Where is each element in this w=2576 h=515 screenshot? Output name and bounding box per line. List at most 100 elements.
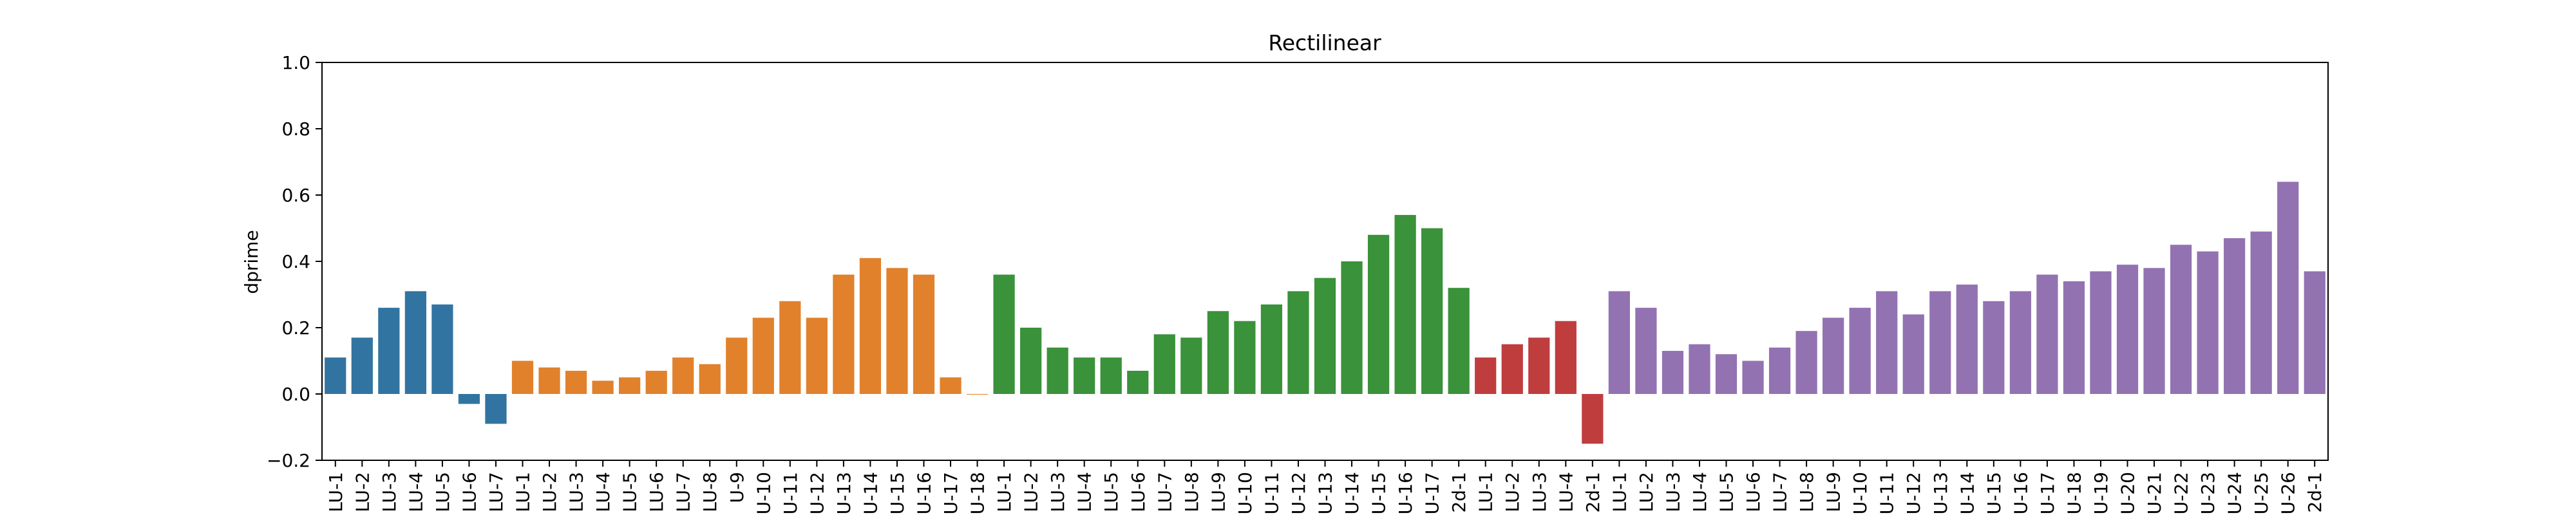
x-tick-label: U-19: [2090, 472, 2112, 514]
x-tick-label: LU-4: [1555, 472, 1577, 512]
x-tick-label: LU-4: [405, 472, 426, 512]
bar: [2250, 231, 2272, 394]
bar: [1742, 360, 1764, 394]
x-tick-label: U-11: [1877, 472, 1898, 514]
bar: [1341, 261, 1363, 394]
x-tick-label: U-15: [1984, 472, 2005, 514]
x-tick-label: U-13: [1930, 472, 1951, 514]
x-tick-label: U-12: [1288, 472, 1309, 514]
bar: [1983, 301, 2005, 394]
bar: [726, 337, 748, 394]
bar: [619, 377, 641, 394]
x-tick-label: U-15: [887, 472, 908, 514]
y-tick-label: −0.2: [267, 450, 310, 471]
x-tick-label: LU-1: [513, 472, 534, 512]
bar: [2170, 245, 2192, 394]
x-tick-label: LU-2: [539, 472, 560, 512]
y-tick-label: 0.4: [281, 251, 310, 272]
x-tick-label: LU-5: [432, 472, 453, 512]
x-tick-label: LU-9: [1208, 472, 1229, 512]
x-tick-label: LU-7: [673, 472, 694, 512]
x-tick-label: LU-2: [1636, 472, 1657, 512]
bar: [1929, 291, 1951, 394]
x-tick-label: U-25: [2251, 472, 2272, 514]
bar: [940, 377, 961, 394]
y-tick-label: 0.6: [281, 185, 310, 206]
x-tick-label: 2d-1: [2304, 472, 2325, 513]
x-tick-label: U-14: [860, 472, 881, 514]
x-tick-label: U-24: [2224, 472, 2246, 514]
bar: [1635, 308, 1657, 394]
x-tick-label: U-13: [1315, 472, 1336, 514]
x-tick-label: U-10: [1850, 472, 1871, 514]
x-tick-label: LU-2: [1502, 472, 1523, 512]
bar: [2063, 281, 2085, 394]
bar: [1823, 317, 1844, 394]
bar: [565, 370, 587, 394]
y-tick-label: 0.2: [281, 317, 310, 339]
x-tick-label: U-10: [1235, 472, 1256, 514]
x-tick-label: U-18: [2063, 472, 2085, 514]
bar: [511, 360, 534, 394]
bar: [1074, 357, 1095, 394]
bar: [2277, 182, 2299, 394]
x-tick-label: U-15: [1368, 472, 1390, 514]
bar: [645, 370, 667, 394]
bar: [1582, 394, 1604, 444]
bar: [1367, 234, 1390, 394]
x-tick-label: U-21: [2144, 472, 2165, 514]
bar: [1260, 304, 1283, 394]
bar: [2224, 238, 2246, 394]
y-tick-label: 0.8: [281, 118, 310, 140]
bar: [752, 317, 774, 394]
bar: [1100, 357, 1122, 394]
bar: [1715, 354, 1738, 394]
y-axis-label: dprime: [241, 230, 262, 294]
x-tick-label: U-12: [806, 472, 828, 514]
bar: [1849, 308, 1871, 394]
x-tick-label: U-16: [2010, 472, 2031, 514]
bar: [592, 380, 614, 394]
x-tick-label: LU-1: [1609, 472, 1630, 512]
bar: [1768, 347, 1791, 394]
x-tick-label: LU-8: [1181, 472, 1202, 512]
x-tick-label: LU-7: [1154, 472, 1175, 512]
bar: [325, 357, 346, 394]
bar: [1153, 334, 1175, 394]
bar: [1528, 337, 1550, 394]
bar: [2036, 274, 2058, 394]
plot-frame: [321, 62, 2329, 461]
y-tick-label: 1.0: [281, 52, 310, 73]
bar: [2143, 268, 2165, 394]
chart-title: Rectilinear: [1268, 30, 1381, 55]
x-tick-label: LU-5: [620, 472, 641, 512]
x-tick-label: U-17: [940, 472, 961, 514]
bar: [2304, 271, 2325, 394]
x-tick-label: LU-6: [646, 472, 667, 512]
bar: [833, 274, 855, 394]
x-tick-label: U-14: [1341, 472, 1363, 514]
x-tick-label: U-17: [1422, 472, 1443, 514]
bar: [1234, 321, 1256, 394]
x-tick-label: U-10: [753, 472, 774, 514]
bar: [351, 337, 373, 394]
bar: [1207, 311, 1229, 394]
x-tick-label: LU-9: [1823, 472, 1844, 512]
bar: [966, 394, 989, 395]
bar: [1180, 337, 1202, 394]
x-tick-label: U-11: [1261, 472, 1282, 514]
bar: [1314, 277, 1336, 394]
x-tick-label: LU-5: [1101, 472, 1122, 512]
x-tick-label: LU-6: [1743, 472, 1764, 512]
bar: [913, 274, 935, 394]
bar: [538, 367, 560, 394]
x-axis-ticks: LU-1 LU-2 LU-3 LU-4 LU-5 LU-6 LU-7 LU-1 LU-2 LU-3…: [325, 460, 2325, 514]
x-tick-label: U-23: [2197, 472, 2219, 514]
x-tick-label: 2d-1: [1448, 472, 1470, 513]
bars-group: [325, 182, 2325, 444]
bar: [1501, 344, 1523, 394]
x-tick-label: LU-2: [1021, 472, 1042, 512]
x-tick-label: LU-1: [1475, 472, 1497, 512]
bar: [1689, 344, 1710, 394]
